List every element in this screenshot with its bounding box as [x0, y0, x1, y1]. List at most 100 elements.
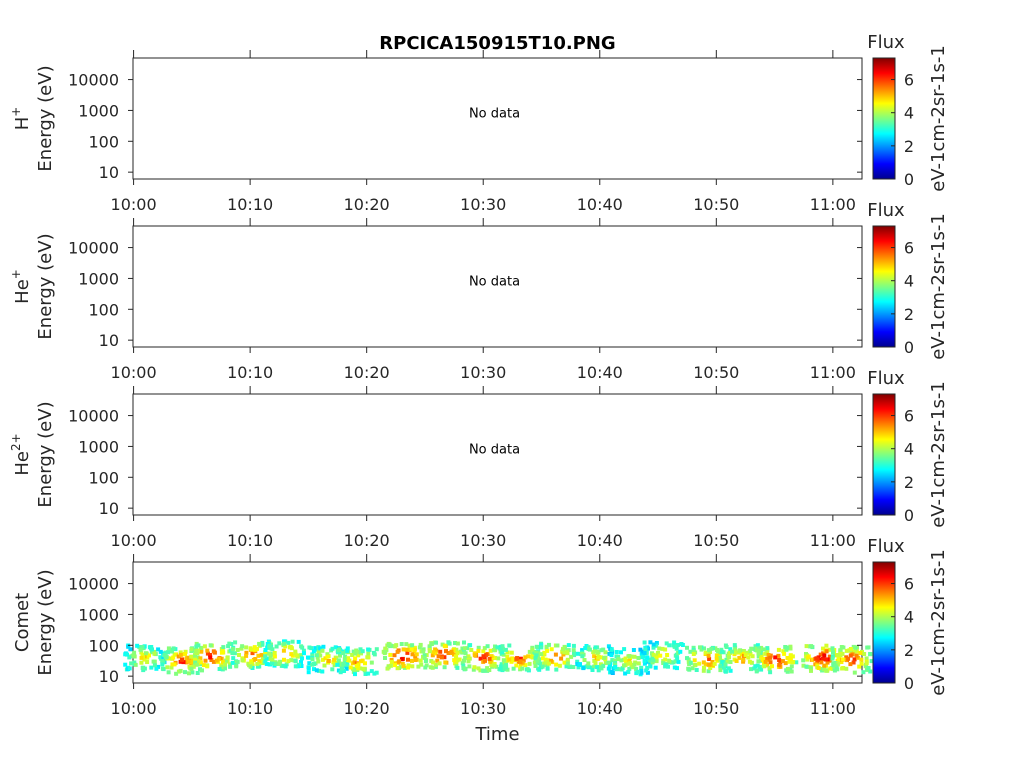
- heatmap-cell: [166, 670, 171, 675]
- x-tick-label: 10:30: [460, 195, 506, 214]
- heatmap-cell: [778, 660, 783, 665]
- heatmap-cell: [642, 640, 647, 645]
- heatmap-cell: [332, 663, 337, 668]
- heatmap-cell: [235, 648, 240, 652]
- heatmap-cell: [286, 659, 291, 664]
- heatmap-patch: [533, 641, 577, 672]
- heatmap-cell: [333, 645, 338, 650]
- heatmap-cell: [442, 665, 447, 670]
- heatmap-cell: [268, 643, 272, 648]
- heatmap-cell: [230, 651, 235, 656]
- heatmap-cell: [822, 663, 827, 668]
- heatmap-cell: [462, 646, 467, 651]
- colorbar-gradient: [872, 225, 896, 348]
- y-tick-label: 100: [88, 468, 119, 487]
- heatmap-cell: [821, 656, 825, 661]
- heatmap-cell: [806, 655, 811, 660]
- colorbar-tick-label: 6: [904, 575, 914, 594]
- heatmap-cell: [230, 647, 235, 651]
- heatmap-cell: [660, 646, 665, 651]
- heatmap-cell: [181, 660, 186, 665]
- heatmap-cell: [542, 650, 547, 655]
- heatmap-cell: [665, 653, 670, 657]
- heatmap-cell: [224, 658, 229, 663]
- heatmap-cell: [685, 645, 689, 650]
- heatmap-cell: [499, 664, 504, 669]
- heatmap-cell: [514, 656, 519, 661]
- heatmap-cell: [549, 658, 554, 663]
- colorbar-title: Flux: [867, 200, 905, 221]
- y-tick-label: 10: [99, 331, 119, 350]
- heatmap-cell: [753, 644, 758, 649]
- charge-label: +: [9, 107, 23, 117]
- heatmap-cell: [675, 666, 679, 671]
- heatmap-cell: [176, 654, 181, 659]
- x-tick-label: 11:00: [810, 363, 856, 382]
- heatmap-cell: [194, 644, 199, 649]
- colorbar-gradient: [872, 393, 896, 516]
- heatmap-cell: [272, 654, 277, 659]
- heatmap-cell: [601, 664, 606, 669]
- heatmap-cell: [657, 646, 662, 651]
- x-tick-label: 10:50: [693, 363, 739, 382]
- heatmap-cell: [388, 663, 393, 668]
- heatmap-cell: [277, 641, 282, 646]
- x-tick-label: 10:40: [577, 363, 623, 382]
- heatmap-cell: [580, 648, 585, 653]
- heatmap-cell: [540, 656, 545, 661]
- heatmap-cell: [482, 668, 486, 673]
- heatmap-cell: [590, 668, 595, 672]
- heatmap-cell: [183, 652, 187, 656]
- heatmap-cell: [430, 653, 435, 658]
- heatmap-cell: [264, 656, 269, 661]
- heatmap-cell: [685, 656, 689, 661]
- heatmap-cell: [595, 665, 600, 670]
- heatmap-cell: [306, 666, 311, 671]
- y-tick-label: 1000: [78, 101, 119, 120]
- heatmap-cell: [714, 653, 719, 658]
- heatmap-cells: [123, 639, 874, 677]
- heatmap-cell: [862, 652, 867, 656]
- heatmap-cell: [498, 667, 503, 672]
- heatmap-cell: [626, 670, 631, 674]
- heatmap-cell: [510, 658, 515, 663]
- heatmap-cell: [755, 648, 759, 653]
- heatmap-cell: [144, 651, 148, 656]
- colorbar-tick-label: 6: [904, 407, 914, 426]
- y-tick-label: 1000: [78, 437, 119, 456]
- heatmap-cell: [354, 648, 359, 653]
- heatmap-cell: [723, 668, 728, 673]
- heatmap-cell: [627, 666, 632, 671]
- heatmap-cell: [166, 646, 171, 651]
- heatmap-cell: [267, 651, 271, 656]
- heatmap-cell: [789, 669, 794, 674]
- heatmap-cell: [418, 642, 423, 647]
- heatmap-cell: [410, 658, 414, 663]
- colorbar-tick-label: 4: [904, 272, 914, 291]
- heatmap-cell: [351, 669, 356, 674]
- heatmap-patch: [642, 640, 685, 671]
- heatmap-cell: [534, 650, 539, 655]
- heatmap-cell: [765, 663, 770, 668]
- heatmap-cell: [165, 665, 170, 670]
- heatmap-cell: [593, 648, 598, 653]
- heatmap-cell: [131, 653, 136, 658]
- heatmap-cell: [149, 650, 154, 655]
- heatmap-cell: [674, 646, 679, 651]
- heatmap-cell: [160, 659, 165, 663]
- heatmap-cell: [348, 665, 353, 670]
- heatmap-patch: [422, 640, 466, 670]
- x-tick-label: 10:20: [344, 699, 390, 718]
- x-tick-label: 10:50: [693, 195, 739, 214]
- panel-3: No data 10:00 10:10 10:20 10:30 10:40 10:50 11:…: [9, 368, 949, 550]
- heatmap-cell: [650, 660, 655, 665]
- colorbar-tick-label: 2: [904, 473, 914, 492]
- heatmap-cell: [169, 656, 174, 661]
- heatmap-cell: [678, 649, 683, 654]
- heatmap-cell: [663, 647, 668, 652]
- panel-2: No data 10:00 10:10 10:20 10:30 10:40 10:50 11:…: [9, 200, 949, 382]
- heatmap-cell: [718, 664, 723, 669]
- heatmap-cell: [645, 655, 650, 660]
- heatmap-cell: [773, 655, 778, 660]
- x-tick-label: 10:40: [577, 531, 623, 550]
